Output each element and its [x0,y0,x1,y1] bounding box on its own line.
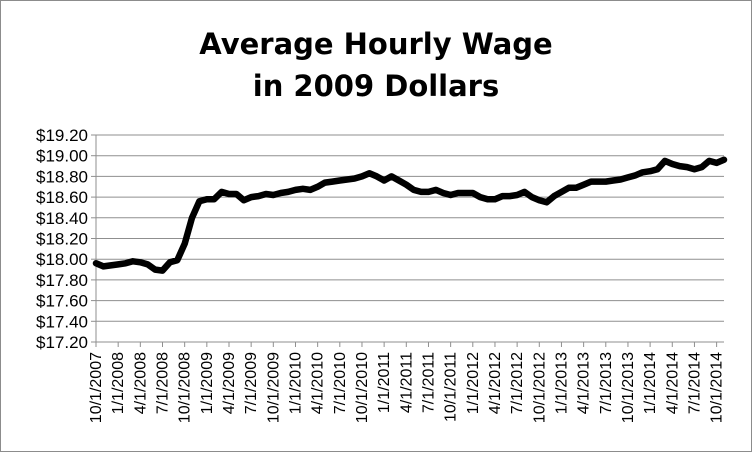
x-tick-label: 1/1/2013 [553,352,570,414]
x-tick-label: 4/1/2011 [398,352,415,413]
x-tick-label: 10/1/2008 [177,352,194,423]
x-tick-label: 1/1/2014 [642,352,659,414]
x-tick-label: 7/1/2014 [686,352,703,414]
y-tick-label: $18.80 [36,167,88,186]
y-tick-label: $17.40 [36,312,88,331]
x-tick-label: 1/1/2011 [376,352,393,413]
x-tick-label: 1/1/2008 [110,352,127,414]
x-tick-label: 10/1/2011 [443,352,460,422]
x-tick-label: 10/1/2012 [531,352,548,423]
x-tick-label: 10/1/2010 [354,352,371,423]
x-tick-label: 7/1/2009 [243,352,260,414]
x-tick-label: 7/1/2011 [420,352,437,413]
x-tick-label: 7/1/2010 [332,352,349,414]
x-tick-label: 10/1/2007 [88,352,105,423]
x-tick-label: 7/1/2012 [509,352,526,414]
y-tick-label: $18.00 [36,250,88,269]
y-tick-label: $18.40 [36,209,88,228]
x-tick-label: 1/1/2010 [287,352,304,414]
y-tick-label: $19.00 [36,147,88,166]
x-tick-label: 7/1/2008 [154,352,171,414]
x-tick-label: 4/1/2009 [221,352,238,414]
x-tick-label: 10/1/2014 [709,352,726,423]
x-tick-label: 7/1/2013 [598,352,615,414]
y-tick-label: $18.20 [36,230,88,249]
x-tick-label: 1/1/2009 [199,352,216,414]
x-tick-label: 10/1/2009 [265,352,282,423]
x-tick-label: 1/1/2012 [465,352,482,414]
series-line [92,156,728,274]
x-tick-label: 4/1/2008 [132,352,149,414]
y-tick-label: $19.20 [36,126,88,145]
y-tick-label: $17.20 [36,333,88,352]
y-tick-label: $17.80 [36,271,88,290]
x-tick-label: 4/1/2013 [576,352,593,414]
x-tick-label: 4/1/2012 [487,352,504,414]
y-tick-label: $17.60 [36,292,88,311]
chart-title-line-2: in 2009 Dollars [252,69,500,103]
x-tick-label: 4/1/2014 [664,352,681,414]
x-tick-label: 4/1/2010 [310,352,327,414]
chart-title-line-1: Average Hourly Wage [199,27,553,61]
y-tick-label: $18.60 [36,188,88,207]
x-tick-label: 10/1/2013 [620,352,637,423]
chart-title: Average Hourly Wage in 2009 Dollars [1,23,751,107]
